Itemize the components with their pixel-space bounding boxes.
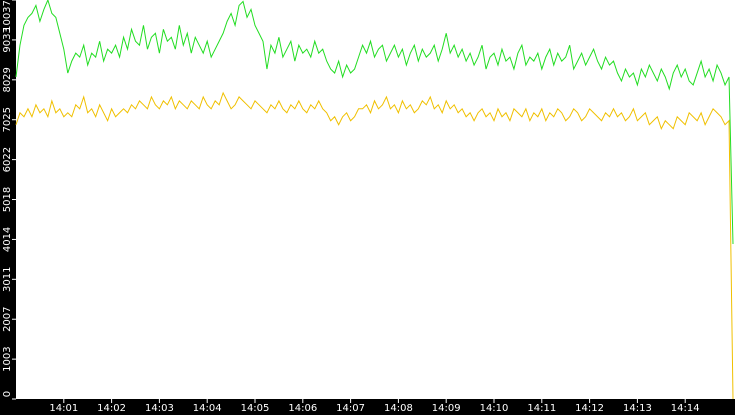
y-tick-label: 6022: [2, 147, 13, 172]
x-tick-label: 14:06: [288, 403, 317, 414]
y-tick-label: 9033: [2, 27, 13, 52]
x-tick-label: 14:10: [480, 403, 509, 414]
plot-area: [16, 0, 735, 399]
x-tick-label: 14:14: [671, 403, 700, 414]
x-tick-label: 14:01: [49, 403, 78, 414]
x-tick-label: 14:07: [336, 403, 365, 414]
y-tick-label: 7025: [2, 107, 13, 132]
y-tick-label: 3011: [2, 267, 13, 292]
x-tick-label: 14:03: [145, 403, 174, 414]
y-tick-label: 10037: [2, 0, 13, 32]
x-tick-label: 14:11: [527, 403, 556, 414]
x-tick-label: 14:08: [384, 403, 413, 414]
y-tick-label: 5018: [2, 187, 13, 212]
y-tick-label: 2007: [2, 306, 13, 331]
y-tick-label: 1003: [2, 346, 13, 371]
x-tick-label: 14:04: [193, 403, 222, 414]
series-line: [15, 91, 734, 400]
y-tick-label: 0: [2, 391, 13, 397]
x-tick-label: 14:09: [432, 403, 461, 414]
x-tick-label: 14:05: [241, 403, 270, 414]
x-tick-label: 14:02: [97, 403, 126, 414]
y-tick-label: 8029: [2, 67, 13, 92]
x-tick-label: 14:12: [575, 403, 604, 414]
y-tick-label: 4014: [2, 227, 13, 252]
x-tick-label: 14:13: [623, 403, 652, 414]
series-line: [15, 0, 734, 244]
